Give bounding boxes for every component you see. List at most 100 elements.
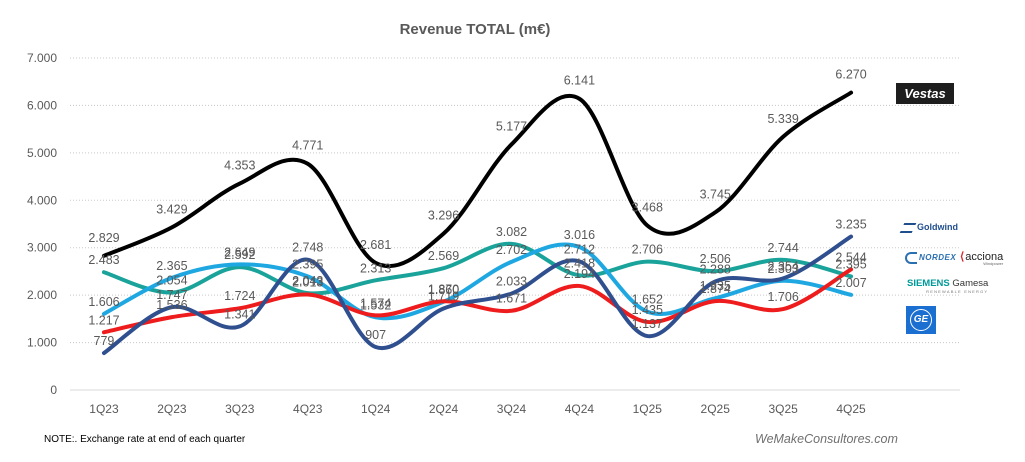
vestas-logo: Vestas xyxy=(896,83,954,104)
x-axis-ticks: 1Q23 2Q23 3Q23 4Q23 1Q24 2Q24 3Q24 4Q24 1Q25 2Q25… xyxy=(89,402,866,416)
x-tick-label: 3Q25 xyxy=(768,402,798,416)
y-axis-ticks: 0 1.000 2.000 3.000 4.000 5.000 6.000 7.000 xyxy=(27,51,57,397)
data-label-goldwind: 2.288 xyxy=(700,262,731,276)
y-tick-label: 6.000 xyxy=(27,98,57,112)
data-label-goldwind: 2.033 xyxy=(496,275,527,289)
data-label-ge: 2.649 xyxy=(224,245,255,259)
data-label-nordex-acciona: 1.217 xyxy=(88,313,119,327)
series-line-vestas xyxy=(101,90,854,269)
goldwind-wing-icon xyxy=(899,222,917,233)
data-label-siemens-gamesa: 3.082 xyxy=(496,225,527,239)
data-label-nordex-acciona: 2.194 xyxy=(564,267,595,281)
y-tick-label: 0 xyxy=(50,383,57,397)
data-label-goldwind: 2.712 xyxy=(564,242,595,256)
data-labels: 2.829 3.429 4.353 4.771 2.681 3.296 5.177 6.141… xyxy=(88,68,866,348)
siemens-gamesa-subtext: RENEWABLE ENERGY xyxy=(926,289,989,294)
data-label-vestas: 3.429 xyxy=(156,202,187,216)
nordex-logo-text: NORDEX xyxy=(919,253,957,263)
y-tick-label: 7.000 xyxy=(27,51,57,65)
data-label-siemens-gamesa: 2.054 xyxy=(156,274,187,288)
data-label-siemens-gamesa: 2.706 xyxy=(632,243,663,257)
data-label-goldwind: 1.747 xyxy=(156,288,187,302)
data-label-vestas: 3.468 xyxy=(632,201,663,215)
data-label-ge: 1.532 xyxy=(360,298,391,312)
y-tick-label: 3.000 xyxy=(27,241,57,255)
data-label-ge: 1.606 xyxy=(88,295,119,309)
data-label-goldwind: 2.748 xyxy=(292,241,323,255)
data-label-goldwind: 1.719 xyxy=(428,289,459,303)
data-label-vestas: 5.177 xyxy=(496,119,527,133)
data-label-goldwind: 779 xyxy=(94,334,115,348)
x-tick-label: 1Q24 xyxy=(361,402,391,416)
data-label-goldwind: 2.354 xyxy=(767,259,798,273)
vestas-logo-text: Vestas xyxy=(904,86,946,101)
data-label-nordex-acciona: 2.544 xyxy=(835,250,866,264)
y-tick-label: 5.000 xyxy=(27,146,57,160)
data-label-siemens-gamesa: 2.744 xyxy=(767,241,798,255)
data-label-siemens-gamesa: 2.592 xyxy=(224,248,255,262)
data-label-vestas: 6.270 xyxy=(835,68,866,82)
data-label-ge: 2.365 xyxy=(156,259,187,273)
x-tick-label: 3Q24 xyxy=(497,402,527,416)
acciona-leaf-icon: ⟨ xyxy=(960,251,965,263)
data-label-vestas: 3.296 xyxy=(428,209,459,223)
data-label-goldwind: 907 xyxy=(365,328,386,342)
x-tick-label: 2Q24 xyxy=(429,402,459,416)
data-label-goldwind: 1.341 xyxy=(224,307,255,321)
data-label-goldwind: 3.235 xyxy=(835,218,866,232)
acciona-logo: ⟨acciona Windpower xyxy=(960,250,1003,266)
data-label-siemens-gamesa: 2.506 xyxy=(700,252,731,266)
data-label-ge: 3.016 xyxy=(564,228,595,242)
data-label-siemens-gamesa: 2.043 xyxy=(292,274,323,288)
y-tick-label: 1.000 xyxy=(27,336,57,350)
x-tick-label: 3Q23 xyxy=(225,402,255,416)
siemens-logo-text: SIEMENS xyxy=(907,278,950,289)
data-label-goldwind: 1.137 xyxy=(632,317,663,331)
data-label-vestas: 6.141 xyxy=(564,74,595,88)
data-label-ge: 2.702 xyxy=(496,243,527,257)
x-tick-label: 2Q25 xyxy=(701,402,731,416)
data-label-siemens-gamesa: 2.418 xyxy=(564,256,595,270)
x-tick-label: 2Q23 xyxy=(157,402,187,416)
x-tick-label: 4Q24 xyxy=(565,402,595,416)
data-label-siemens-gamesa: 2.313 xyxy=(360,261,391,275)
data-label-siemens-gamesa: 2.569 xyxy=(428,249,459,263)
data-label-nordex-acciona: 1.671 xyxy=(496,292,527,306)
data-label-nordex-acciona: 1.574 xyxy=(360,296,391,310)
data-label-ge: 1.652 xyxy=(632,293,663,307)
y-tick-label: 2.000 xyxy=(27,288,57,302)
data-label-nordex-acciona: 1.536 xyxy=(156,298,187,312)
data-label-nordex-acciona: 1.724 xyxy=(224,289,255,303)
y-tick-label: 4.000 xyxy=(27,193,57,207)
x-tick-label: 1Q23 xyxy=(89,402,119,416)
data-label-vestas: 2.829 xyxy=(88,231,119,245)
acciona-logo-text: acciona xyxy=(965,251,1004,263)
series-line-ge xyxy=(101,242,854,321)
data-label-nordex-acciona: 1.870 xyxy=(428,282,459,296)
data-label-siemens-gamesa: 2.395 xyxy=(835,257,866,271)
x-tick-label: 1Q25 xyxy=(633,402,663,416)
x-tick-label: 4Q25 xyxy=(836,402,866,416)
data-label-ge: 1.935 xyxy=(700,279,731,293)
data-label-vestas: 5.339 xyxy=(767,112,798,126)
data-label-vestas: 4.353 xyxy=(224,159,255,173)
data-label-nordex-acciona: 1.874 xyxy=(700,282,731,296)
series-line-siemens-gamesa xyxy=(101,241,854,296)
series-line-nordex-acciona xyxy=(101,267,854,335)
goldwind-logo-text: Goldwind xyxy=(917,222,958,232)
data-label-ge: 1.860 xyxy=(428,283,459,297)
siemens-gamesa-logo: SIEMENS Gamesa RENEWABLE ENERGY xyxy=(907,278,988,294)
data-label-ge: 2.395 xyxy=(292,257,323,271)
data-label-nordex-acciona: 2.013 xyxy=(292,276,323,290)
ge-monogram-icon: GE xyxy=(910,309,932,331)
data-label-nordex-acciona: 1.435 xyxy=(632,303,663,317)
source-credit: WeMakeConsultores.com xyxy=(755,432,898,446)
data-label-vestas: 4.771 xyxy=(292,139,323,153)
series-line-goldwind xyxy=(101,234,854,356)
data-label-nordex-acciona: 1.706 xyxy=(767,290,798,304)
ge-logo: GE xyxy=(906,306,936,334)
acciona-logo-subtext: Windpower xyxy=(983,261,1004,266)
data-label-vestas: 2.681 xyxy=(360,238,391,252)
series-lines xyxy=(101,90,854,356)
